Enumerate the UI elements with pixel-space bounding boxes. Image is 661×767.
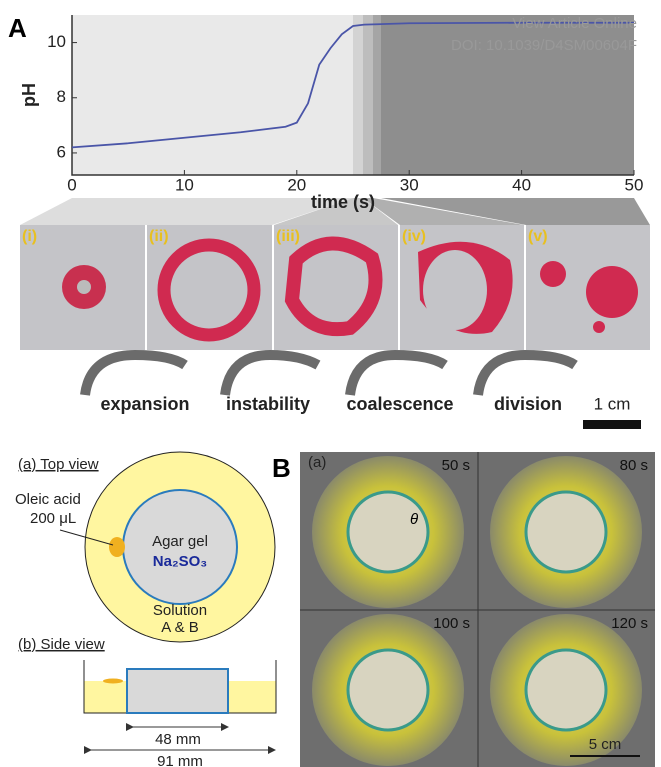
process-label: division — [494, 394, 562, 414]
time-label: 100 s — [433, 615, 470, 632]
time-label: 50 s — [442, 457, 470, 474]
funnel — [381, 198, 650, 225]
x-tick-label: 10 — [175, 175, 194, 194]
photos: 50 s 80 s 100 s 120 s — [300, 452, 655, 767]
scale-label: 1 cm — [594, 394, 631, 413]
label: A & B — [161, 619, 199, 636]
chart: 0 10 20 30 40 50 6 8 10 time (s) pH — [19, 15, 644, 212]
label: (a) Top view — [18, 456, 99, 473]
time-label: 80 s — [620, 457, 648, 474]
x-tick-label: 50 — [625, 175, 644, 194]
label: Oleic acid — [15, 491, 81, 508]
process-label: expansion — [100, 394, 189, 414]
panel-label: A — [8, 13, 27, 43]
label: 200 μL — [30, 510, 76, 527]
gel — [524, 490, 608, 574]
shade — [363, 15, 373, 175]
shade — [353, 15, 363, 175]
stage-label: (ii) — [149, 228, 169, 245]
gel — [346, 490, 430, 574]
shade — [373, 15, 381, 175]
funnel — [363, 198, 524, 225]
x-tick-label: 0 — [67, 175, 76, 194]
x-tick-label: 30 — [400, 175, 419, 194]
panel-label: B — [272, 453, 291, 483]
process-label: coalescence — [346, 394, 453, 414]
shade — [381, 15, 634, 175]
label: θ — [410, 511, 418, 528]
arrows — [80, 349, 578, 396]
gel — [524, 648, 608, 732]
stage-label: (iv) — [402, 228, 426, 245]
funnel — [274, 198, 398, 225]
x-tick-label: 40 — [512, 175, 531, 194]
process-label: instability — [226, 394, 310, 414]
x-axis-label: time (s) — [311, 192, 375, 212]
funnel — [20, 198, 353, 225]
y-tick-label: 8 — [57, 87, 66, 106]
watermark: DOI: 10.1039/D4SM00604F — [451, 37, 637, 54]
label: Agar gel — [152, 533, 208, 550]
label: (b) Side view — [18, 636, 105, 653]
label: (a) — [308, 454, 326, 471]
image-strip — [20, 225, 650, 350]
y-tick-label: 10 — [47, 32, 66, 51]
label: Solution — [153, 602, 207, 619]
watermark: View Article Online — [512, 15, 637, 32]
stage-label: (iii) — [276, 228, 300, 245]
x-tick-label: 20 — [287, 175, 306, 194]
scale-bar — [583, 420, 641, 429]
label: Na₂SO₃ — [153, 553, 208, 570]
y-tick-label: 6 — [57, 142, 66, 161]
y-axis-label: pH — [19, 83, 39, 107]
data-line — [71, 21, 634, 149]
label: 48 mm — [155, 731, 201, 748]
stage-label: (v) — [528, 228, 548, 245]
time-label: 120 s — [611, 615, 648, 632]
scale-label: 5 cm — [589, 736, 622, 753]
stage-label: (i) — [22, 228, 37, 245]
diagram — [59, 451, 277, 754]
gel — [346, 648, 430, 732]
label: 91 mm — [157, 753, 203, 767]
